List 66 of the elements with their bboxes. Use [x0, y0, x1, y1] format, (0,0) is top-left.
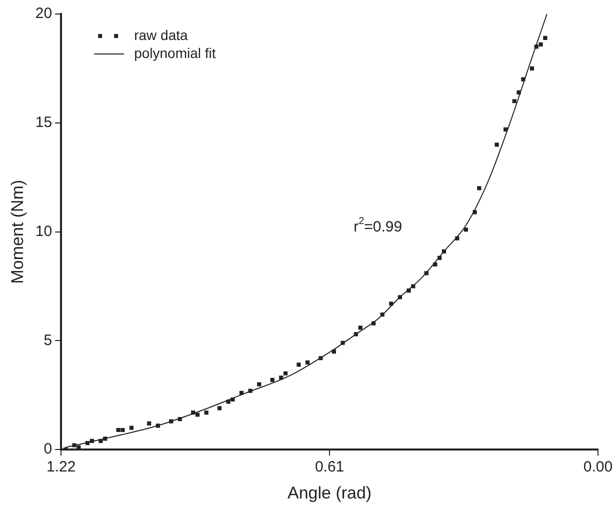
- y-tick-label: 15: [35, 114, 52, 132]
- point: [411, 284, 416, 288]
- point: [98, 438, 103, 443]
- point: [340, 340, 345, 345]
- point: [472, 210, 477, 214]
- point: [248, 388, 252, 393]
- point: [226, 400, 230, 404]
- point: [191, 410, 196, 415]
- point: [204, 410, 208, 415]
- point: [85, 441, 90, 446]
- point: [464, 228, 468, 232]
- point: [380, 312, 384, 317]
- point: [354, 332, 358, 336]
- point: [534, 44, 538, 49]
- point: [494, 142, 499, 147]
- point: [129, 426, 134, 430]
- point: [156, 424, 160, 428]
- point: [90, 438, 94, 443]
- point: [512, 99, 516, 104]
- point: [538, 42, 543, 47]
- point: [230, 397, 235, 402]
- point: [389, 302, 394, 306]
- y-tick-label: 5: [44, 332, 52, 349]
- point: [371, 321, 376, 326]
- point: [433, 262, 438, 267]
- point: [358, 326, 362, 330]
- point: [239, 390, 244, 396]
- point: [279, 376, 284, 380]
- point: [169, 419, 174, 424]
- x-tick-label: 0.00: [583, 458, 613, 476]
- point: [504, 127, 508, 132]
- x-axis-title: Angle (rad): [287, 483, 372, 502]
- point: [178, 417, 182, 422]
- point: [438, 256, 442, 260]
- point: [103, 436, 108, 441]
- point: [455, 236, 460, 240]
- point: [442, 249, 446, 254]
- point: [477, 186, 482, 190]
- point: [72, 443, 76, 448]
- y-tick-label: 0: [44, 440, 52, 458]
- point: [398, 295, 402, 300]
- point: [332, 350, 336, 354]
- legend-label: polynomial fit: [134, 44, 216, 61]
- y-axis-title: Moment (Nm): [8, 180, 27, 284]
- point: [406, 288, 411, 293]
- point: [424, 271, 428, 276]
- point: [257, 382, 262, 386]
- point: [318, 356, 323, 360]
- point: [195, 412, 200, 417]
- point: [296, 362, 301, 367]
- point: [516, 90, 521, 94]
- point: [120, 428, 125, 432]
- point: [270, 378, 274, 382]
- point: [283, 371, 288, 376]
- x-tick-label: 1.22: [46, 458, 76, 476]
- y-tick-label: 10: [35, 222, 52, 240]
- x-tick-label: 0.61: [314, 458, 344, 476]
- legend-label: raw data: [134, 26, 188, 43]
- point: [543, 36, 548, 40]
- point: [530, 66, 534, 71]
- point: [521, 77, 526, 82]
- point: [116, 428, 120, 432]
- point: [217, 406, 222, 410]
- y-tick-label: 20: [35, 5, 52, 22]
- point: [147, 421, 152, 426]
- point: [305, 360, 310, 365]
